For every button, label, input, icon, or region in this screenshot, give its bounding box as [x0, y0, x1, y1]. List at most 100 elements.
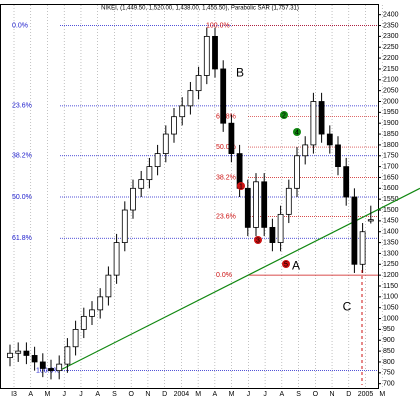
y-tick-label: 950 [383, 326, 395, 333]
x-tick-label: D [346, 391, 351, 398]
x-tick-label: N [330, 391, 335, 398]
x-tick-label: 2005 [358, 391, 374, 398]
candle-body [302, 144, 309, 157]
y-tick-label: 1100 [383, 294, 398, 301]
y-tick-label: 1650 [383, 174, 399, 181]
y-tick-label: 1350 [383, 239, 399, 246]
x-tick-label: J [79, 391, 83, 398]
x-tick-label: M [379, 391, 385, 398]
annotation: B [236, 66, 244, 80]
x-tick-label: M [45, 391, 51, 398]
y-tick-label: 700 [383, 381, 395, 388]
candle-body [154, 153, 161, 168]
candle-body [138, 179, 145, 189]
candle-body [187, 90, 194, 107]
plot-frame [0, 4, 379, 389]
candle-body [162, 133, 169, 154]
y-tick-label: 1550 [383, 196, 399, 203]
y-tick-label: 2300 [383, 33, 399, 40]
fib-label: 23.6% [216, 213, 236, 220]
candle-body [220, 68, 227, 124]
fib-label: 50.0% [12, 194, 32, 201]
y-tick-label: 1250 [383, 261, 399, 268]
fib-label: 50.0% [216, 144, 236, 151]
candle-body [310, 101, 317, 146]
annotation-marker [293, 128, 301, 136]
y-tick-label: 1600 [383, 185, 399, 192]
candle-body [113, 242, 120, 276]
candle-body [80, 315, 87, 330]
candle-body [326, 133, 333, 146]
fib-label: 0.0% [12, 22, 28, 29]
y-tick-label: 1300 [383, 250, 399, 257]
candle-body [7, 352, 13, 359]
candle-body [343, 166, 350, 198]
y-tick-label: 2000 [383, 98, 399, 105]
annotation: 1 [239, 183, 243, 190]
x-tick-label: O [313, 391, 319, 398]
candle-body [318, 101, 325, 135]
candle-body [15, 350, 22, 354]
annotation: A [292, 259, 300, 273]
candle-body [269, 226, 276, 243]
x-tick-label: 2004 [174, 391, 190, 398]
y-tick-label: 2200 [383, 55, 399, 62]
candle-body [294, 155, 300, 189]
candle-body [23, 350, 30, 356]
annotation-marker [280, 111, 288, 119]
x-tick-label: A [28, 391, 33, 398]
fib-label: 61.8% [12, 235, 32, 242]
fib-label: 23.6% [12, 103, 32, 110]
candle-body [203, 35, 210, 76]
candle-body [89, 309, 95, 317]
candle-body [97, 296, 104, 311]
candle-body [253, 181, 259, 228]
annotation-marker [254, 236, 262, 244]
x-tick-label: O [128, 391, 134, 398]
y-tick-label: 750 [383, 370, 395, 377]
candle-body [171, 116, 177, 135]
y-tick-label: 1450 [383, 218, 399, 225]
fib-label: 100.0% [36, 367, 60, 374]
candle-body [244, 187, 251, 228]
annotation: 2 [282, 112, 286, 119]
annotation: C [343, 300, 352, 314]
x-tick-label: I3 [11, 391, 17, 398]
trendline [58, 187, 420, 372]
y-tick-label: 2400 [383, 12, 399, 19]
y-tick-label: 2150 [383, 66, 399, 73]
y-tick-label: 1000 [383, 315, 399, 322]
y-tick-label: 2250 [383, 44, 399, 51]
y-tick-label: 800 [383, 359, 395, 366]
candle-body [195, 75, 202, 92]
candle-body [130, 187, 136, 211]
x-tick-label: S [296, 391, 301, 398]
fib-label: 38.2% [216, 174, 236, 181]
candle-body [39, 361, 46, 369]
candle-body [212, 35, 218, 70]
candle-body [277, 213, 284, 243]
x-tick-label: A [279, 391, 284, 398]
annotation: 3 [256, 237, 260, 244]
candle-body [359, 231, 366, 265]
candle-body [261, 181, 268, 228]
y-tick-label: 900 [383, 337, 395, 344]
y-tick-label: 1700 [383, 163, 399, 170]
x-tick-label: J [247, 391, 251, 398]
x-tick-label: J [263, 391, 267, 398]
x-tick-label: A [213, 391, 218, 398]
annotation-marker [282, 260, 290, 268]
y-tick-label: 1400 [383, 229, 399, 236]
candle-body [72, 328, 79, 348]
candle-body [351, 196, 358, 265]
candle-body [121, 209, 128, 243]
fib-label: 38.2% [12, 153, 32, 160]
y-tick-label: 1050 [383, 305, 399, 312]
chart-title: NIKEI, (1,449.50, 1,520.00, 1,438.00, 1,… [101, 6, 299, 12]
annotation: 5 [284, 261, 288, 268]
candle-body [105, 274, 112, 298]
y-tick-label: 1850 [383, 131, 399, 138]
candle-body [146, 166, 153, 181]
